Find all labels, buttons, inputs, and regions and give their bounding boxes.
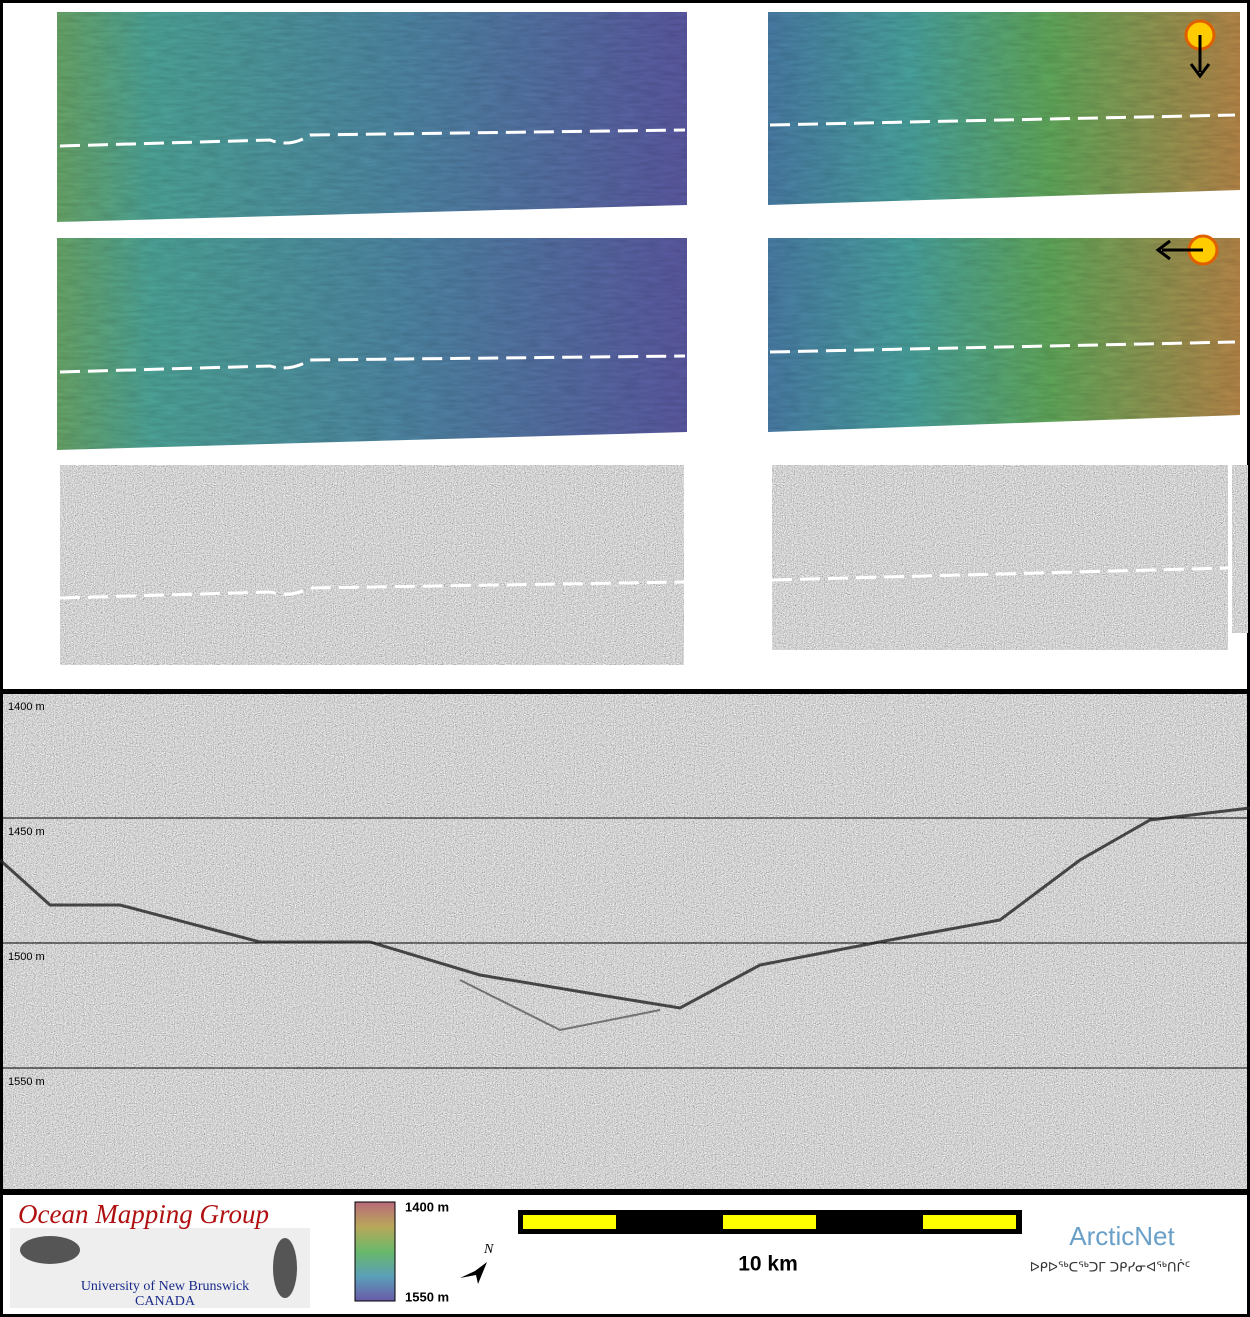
sun-icon [1184, 19, 1216, 79]
sub-reflector [459, 979, 661, 1032]
backscatter-tile [60, 465, 684, 665]
scale-bar [518, 1210, 1022, 1234]
sun-icon [1155, 234, 1219, 266]
bathymetry-tile [57, 12, 687, 222]
partner-syllabics: ᐅᑭᐅᖅᑕᖅᑐᒥ ᑐᑭᓯᓂᐊᖅᑎᒌᑦ [1030, 1259, 1191, 1276]
backscatter-tile [772, 465, 1228, 650]
north-label: N [483, 1242, 494, 1257]
color-bar [354, 1201, 396, 1302]
scale-bar-label: 10 km [738, 1253, 798, 1276]
seismic-profile [0, 693, 1250, 1190]
backscatter-tile [1232, 465, 1248, 633]
north-arrow: N [460, 1242, 494, 1284]
university: University of New Brunswick [81, 1279, 249, 1294]
depth-label: 1550 m [8, 1076, 45, 1088]
bathymetry-tiles [57, 12, 1240, 450]
bathymetry-tile [57, 238, 687, 450]
depth-label: 1400 m [8, 701, 45, 713]
color-bar-label: 1550 m [405, 1289, 449, 1304]
depth-label: 1500 m [8, 951, 45, 963]
bathymetry-tile [768, 238, 1240, 432]
track-lines [59, 113, 1236, 600]
country: CANADA [135, 1294, 196, 1309]
partner-name: ArcticNet [1069, 1221, 1175, 1251]
color-bar-label: 1400 m [405, 1199, 449, 1214]
seafloor-reflector [0, 806, 1250, 1010]
profile-border [0, 691, 1250, 1192]
group-name: Ocean Mapping Group [18, 1199, 269, 1229]
logo-shape [273, 1238, 297, 1298]
logo-shape [20, 1236, 80, 1264]
depth-label: 1450 m [8, 826, 45, 838]
bathymetry-tile [768, 12, 1240, 205]
depth-lines [0, 817, 1250, 1069]
